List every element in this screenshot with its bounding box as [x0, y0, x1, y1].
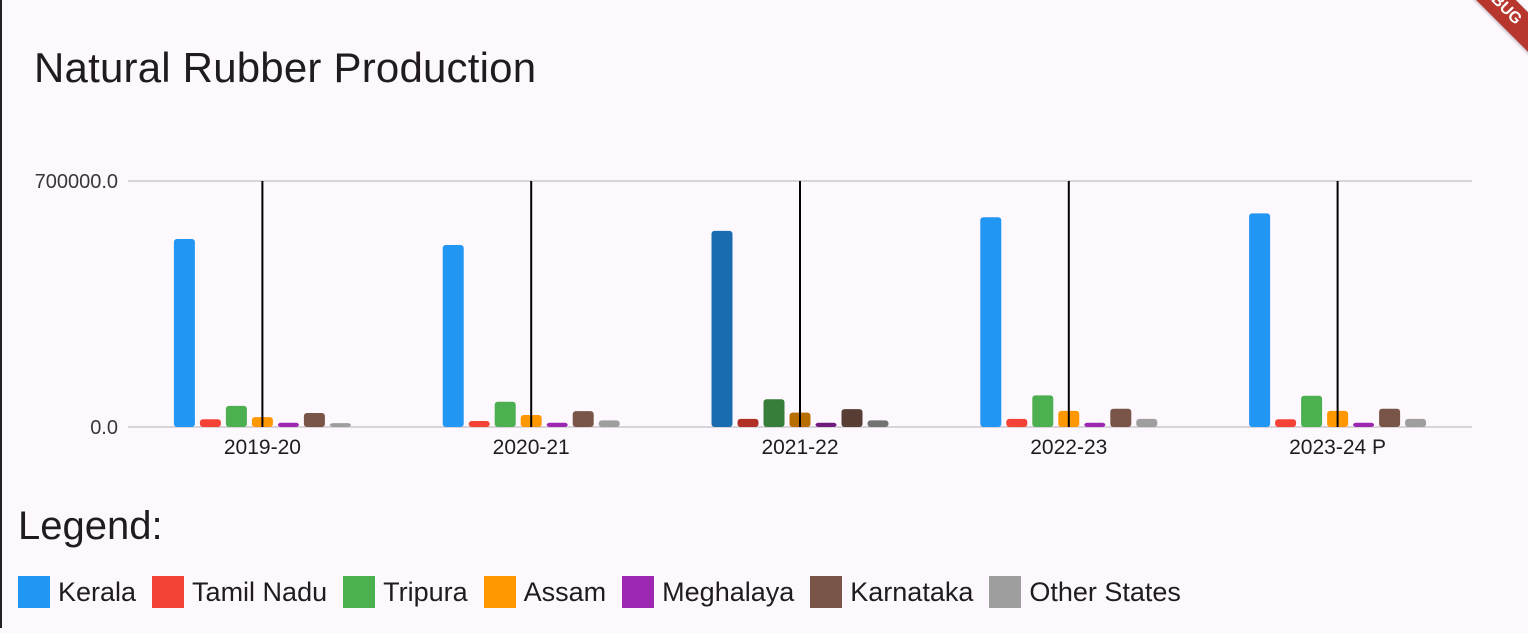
bar-karnataka[interactable] [1379, 408, 1401, 427]
legend: Kerala Tamil Nadu Tripura Assam Meghalaya Kar… [18, 576, 1197, 608]
bar-tamil-nadu[interactable] [737, 418, 759, 427]
legend-swatch [343, 576, 376, 608]
bar-kerala[interactable] [442, 244, 464, 427]
bar-tamil-nadu[interactable] [1275, 419, 1297, 427]
legend-label: Assam [523, 576, 607, 607]
x-tick-label: 2021-22 [761, 436, 838, 459]
bar-kerala[interactable] [980, 217, 1002, 427]
legend-label: Tamil Nadu [192, 576, 328, 607]
chart-title: Natural Rubber Production [34, 44, 537, 91]
legend-swatch [989, 576, 1022, 608]
bar-tripura[interactable] [1301, 395, 1323, 427]
bar-meghalaya[interactable] [815, 422, 837, 427]
legend-label: Other States [1029, 576, 1181, 607]
x-tick-label: 2019-20 [224, 436, 301, 459]
bar-other-states[interactable] [867, 420, 889, 427]
legend-label: Tripura [383, 576, 468, 607]
y-tick-label: 0.0 [90, 417, 118, 439]
legend-label: Meghalaya [662, 576, 795, 607]
legend-item: Assam [483, 576, 607, 608]
bar-karnataka[interactable] [1110, 408, 1132, 427]
bar-kerala[interactable] [711, 230, 733, 427]
x-tick-label: 2020-21 [493, 436, 570, 459]
bar-kerala[interactable] [1249, 213, 1271, 427]
legend-item: Tripura [343, 576, 468, 608]
bar-tripura[interactable] [763, 399, 785, 427]
legend-label: Kerala [58, 576, 137, 607]
bar-other-states[interactable] [329, 423, 351, 427]
bar-karnataka[interactable] [572, 411, 594, 427]
bar-meghalaya[interactable] [546, 422, 568, 427]
bar-kerala[interactable] [173, 238, 195, 427]
x-tick-label: 2023-24 P [1289, 436, 1386, 459]
legend-item: Other States [989, 576, 1181, 608]
legend-swatch [810, 576, 843, 608]
bar-tripura[interactable] [1032, 395, 1054, 427]
bar-tamil-nadu[interactable] [468, 421, 490, 427]
bar-meghalaya[interactable] [1353, 422, 1375, 427]
legend-title: Legend: [18, 504, 163, 548]
bar-karnataka[interactable] [303, 412, 325, 427]
bar-meghalaya[interactable] [277, 422, 299, 427]
bar-tamil-nadu[interactable] [199, 419, 221, 427]
bar-other-states[interactable] [1136, 418, 1158, 427]
y-tick-label: 700000.0 [35, 171, 118, 193]
legend-item: Kerala [18, 576, 136, 608]
bar-meghalaya[interactable] [1084, 422, 1106, 427]
legend-item: Karnataka [810, 576, 973, 608]
x-tick-label: 2022-23 [1030, 436, 1107, 459]
legend-label: Karnataka [850, 576, 974, 607]
bar-other-states[interactable] [1405, 418, 1427, 427]
legend-swatch [483, 576, 516, 608]
bar-other-states[interactable] [598, 420, 620, 427]
legend-swatch [622, 576, 655, 608]
legend-swatch [18, 576, 50, 608]
bar-tripura[interactable] [494, 401, 516, 427]
bar-karnataka[interactable] [841, 409, 863, 427]
legend-swatch [152, 576, 185, 608]
legend-item: Tamil Nadu [152, 576, 327, 608]
bar-tamil-nadu[interactable] [1006, 418, 1028, 427]
legend-item: Meghalaya [622, 576, 794, 608]
bar-tripura[interactable] [225, 405, 247, 427]
